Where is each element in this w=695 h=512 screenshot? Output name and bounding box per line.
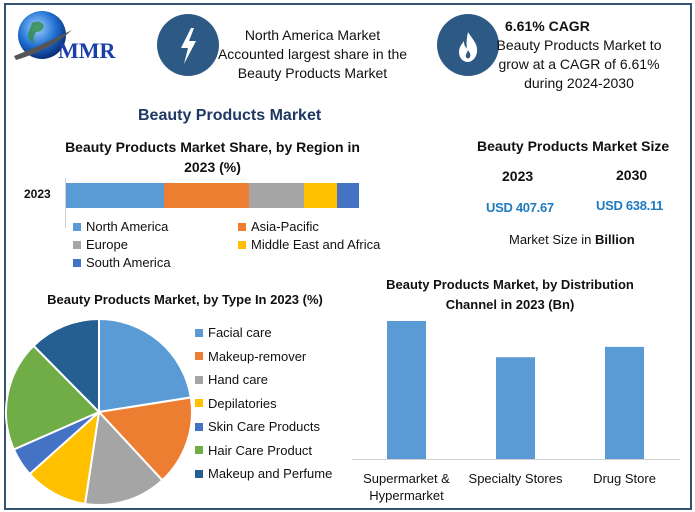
type-pie-chart (5, 317, 193, 506)
distribution-bar-chart (352, 321, 680, 460)
legend-mea: Middle East and Africa (238, 237, 380, 252)
infographic-frame (4, 3, 692, 510)
region-chart-title: Beauty Products Market Share, by Region … (65, 139, 360, 175)
legend-asia-pacific: Asia-Pacific (238, 219, 319, 234)
pie-legend-item: Depilatories (195, 396, 277, 411)
legend-europe: Europe (73, 237, 128, 252)
region-segment-middle-east-and-africa (303, 183, 337, 208)
card2-line: grow at a CAGR of 6.61% (498, 56, 660, 72)
card2-line: Beauty Products Market to (496, 37, 662, 53)
type-chart-title: Beauty Products Market, by Type In 2023 … (47, 292, 323, 307)
value-2023: USD 407.67 (486, 200, 554, 215)
market-size-title: Beauty Products Market Size (477, 138, 670, 154)
pie-slice-facial-care (98, 317, 192, 414)
north-america-card: North America Market Accounted largest s… (215, 26, 410, 83)
cagr-card: Beauty Products Market to grow at a CAGR… (494, 36, 664, 93)
pie-legend-item: Facial care (195, 325, 272, 340)
main-title: Beauty Products Market (138, 107, 322, 124)
pie-slice-makeup-and-perfume (32, 317, 100, 415)
legend-north-america: North America (73, 219, 168, 234)
card1-line: North America Market (244, 27, 381, 43)
pie-legend-item: Makeup-remover (195, 349, 306, 364)
distribution-bar (496, 357, 535, 459)
pie-legend-item: Hand care (195, 372, 268, 387)
card1-line: Beauty Products Market (237, 65, 388, 81)
pie-legend-item: Skin Care Products (195, 419, 320, 434)
legend-south-america: South America (73, 255, 171, 270)
pie-slice-hand-care (83, 409, 164, 506)
distribution-bar (387, 321, 426, 459)
market-size-note: Market Size in Billion (509, 232, 635, 247)
lightning-icon (157, 14, 219, 76)
pie-legend-item: Makeup and Perfume (195, 466, 332, 481)
card2-line: during 2024-2030 (524, 75, 634, 91)
mmr-logo: MMR (14, 11, 117, 63)
distribution-category-label: Specialty Stores (468, 471, 563, 486)
region-stacked-bar (66, 183, 359, 208)
pie-legend-item: Hair Care Product (195, 443, 312, 458)
year-2023: 2023 (502, 168, 534, 184)
distribution-chart-title: Beauty Products Market, by Distribution … (386, 277, 634, 312)
region-segment-south-america (337, 183, 359, 208)
region-segment-europe (248, 183, 304, 208)
cagr-title: 6.61% CAGR (505, 18, 590, 34)
region-axis (65, 178, 66, 228)
flame-icon (437, 14, 499, 76)
region-segment-asia-pacific (163, 183, 249, 208)
region-category-label: 2023 (24, 187, 51, 201)
region-segment-north-america (66, 183, 164, 208)
distribution-category-label: Drug Store (593, 471, 656, 486)
value-2030: USD 638.11 (596, 198, 664, 213)
card1-line: Accounted largest share in the (217, 46, 408, 62)
year-2030: 2030 (616, 167, 648, 183)
pie-slice-hair-care-product (5, 344, 101, 451)
distribution-bar (605, 346, 644, 459)
logo-text: MMR (58, 38, 117, 63)
distribution-category-label: Supermarket & Hypermarket (363, 471, 450, 503)
pie-slice-makeup-remover (96, 396, 193, 482)
